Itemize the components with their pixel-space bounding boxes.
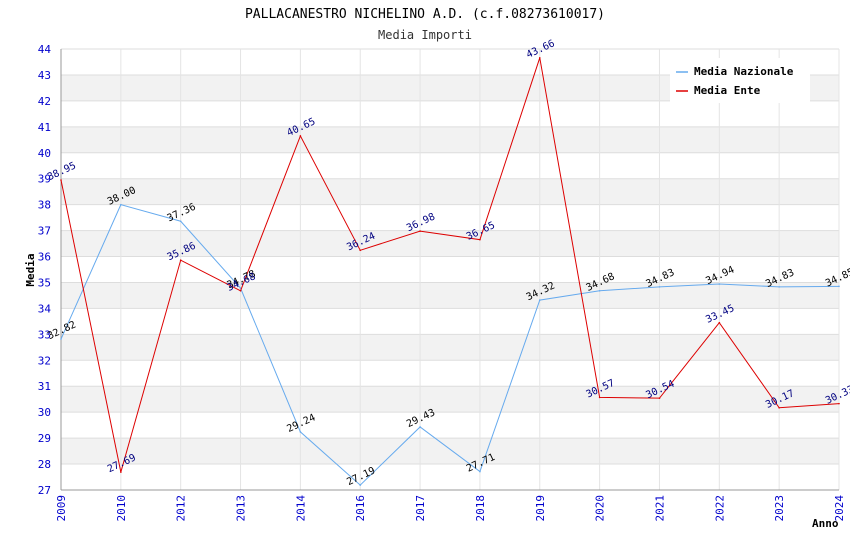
x-tick-label: 2021	[653, 495, 666, 522]
data-point	[778, 286, 780, 288]
data-point	[538, 57, 541, 59]
grid-band	[61, 126, 839, 153]
grid-band	[61, 464, 839, 490]
chart-subtitle: Media Importi	[378, 28, 472, 42]
grid-band	[61, 360, 839, 387]
grid-band	[61, 204, 839, 231]
x-tick-label: 2023	[773, 495, 786, 522]
y-tick-label: 28	[38, 458, 51, 471]
data-point	[60, 338, 62, 340]
data-point	[598, 396, 601, 399]
grid-band	[61, 100, 839, 127]
x-tick-label: 2013	[235, 495, 248, 522]
x-tick-label: 2010	[115, 495, 128, 522]
data-point	[419, 230, 421, 232]
legend-box	[670, 58, 810, 103]
data-point	[239, 289, 242, 292]
data-point	[120, 203, 122, 206]
y-tick-label: 44	[38, 43, 52, 56]
data-point	[838, 285, 840, 288]
x-tick-label: 2017	[414, 495, 427, 522]
data-point	[120, 471, 122, 473]
grid-band	[61, 334, 839, 361]
x-tick-label: 2020	[594, 495, 607, 522]
x-tick-label: 2018	[474, 495, 487, 522]
y-tick-label: 27	[38, 484, 51, 497]
axes: 27 28 29 30 31 32 33 34 35 36 37 38 39 40 41 42 43 44 2009…	[38, 43, 846, 522]
y-tick-label: 42	[38, 95, 51, 108]
x-tick-label: 2012	[175, 495, 188, 522]
data-point	[718, 321, 721, 324]
y-tick-label: 40	[38, 147, 51, 160]
data-point	[658, 286, 661, 288]
data-point	[538, 299, 541, 301]
grid-band	[61, 386, 839, 413]
y-tick-label: 32	[38, 354, 51, 367]
grid-band	[61, 178, 839, 205]
data-point	[60, 179, 62, 181]
x-tick-label: 2022	[713, 495, 726, 522]
data-point	[299, 431, 302, 433]
y-tick-label: 37	[38, 225, 51, 238]
data-point	[299, 135, 302, 137]
data-point	[359, 249, 362, 252]
y-tick-label: 43	[38, 69, 51, 82]
x-tick-label: 2016	[354, 495, 367, 522]
series-line-ente	[60, 57, 840, 473]
grid-band	[61, 308, 839, 335]
data-point	[419, 426, 421, 428]
data-point	[718, 283, 721, 285]
y-tick-label: 41	[38, 121, 51, 134]
y-tick-label: 30	[38, 406, 51, 419]
grid-bands	[61, 49, 839, 490]
series-line-nazionale	[60, 204, 840, 486]
y-tick-label: 35	[38, 276, 51, 289]
x-tick-label: 2019	[534, 495, 547, 522]
y-tick-label: 39	[38, 173, 51, 186]
data-point	[359, 484, 362, 486]
data-point	[598, 289, 601, 292]
chart-title: PALLACANESTRO NICHELINO A.D. (c.f.082736…	[245, 7, 605, 22]
y-axis-title: Media	[24, 253, 37, 286]
grid-band	[61, 412, 839, 439]
y-tick-label: 38	[38, 199, 51, 212]
series-lines	[60, 57, 840, 486]
grid-band	[61, 256, 839, 283]
data-point	[479, 238, 481, 241]
grid-lines	[60, 48, 840, 491]
x-axis-title: Anno	[812, 517, 839, 530]
data-point	[778, 406, 780, 409]
x-tick-label: 2024	[833, 495, 846, 522]
x-tick-label: 2014	[294, 495, 307, 522]
data-point	[658, 397, 661, 399]
data-point	[179, 259, 182, 261]
legend-label-nazionale: Media Nazionale	[694, 65, 794, 78]
grid-band	[61, 152, 839, 179]
grid-band	[61, 282, 839, 309]
y-tick-label: 31	[38, 380, 51, 393]
y-tick-label: 29	[38, 432, 51, 445]
data-point	[479, 470, 481, 473]
x-tick-label: 2009	[55, 495, 68, 522]
y-tick-label: 34	[38, 302, 52, 315]
y-tick-label: 36	[38, 251, 51, 264]
grid-band	[61, 438, 839, 465]
data-point	[179, 220, 182, 223]
legend-label-ente: Media Ente	[694, 84, 761, 97]
data-point	[838, 402, 840, 405]
legend: Media Nazionale Media Ente	[670, 58, 810, 103]
y-tick-label: 33	[38, 328, 51, 341]
